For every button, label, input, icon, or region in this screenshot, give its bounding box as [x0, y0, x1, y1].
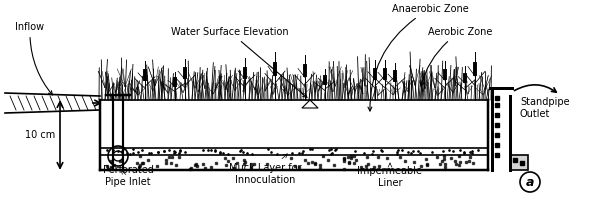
- Text: Perforated
Pipe Inlet: Perforated Pipe Inlet: [103, 165, 154, 187]
- Text: a: a: [526, 176, 534, 189]
- Bar: [510, 155, 528, 170]
- Text: Water Surface Elevation: Water Surface Elevation: [171, 27, 307, 97]
- FancyArrowPatch shape: [514, 85, 556, 92]
- Text: Inflow: Inflow: [16, 22, 52, 95]
- Text: Impermeable
Liner: Impermeable Liner: [358, 163, 422, 188]
- Text: 10 cm: 10 cm: [25, 130, 55, 140]
- Text: Anaerobic Zone: Anaerobic Zone: [368, 4, 469, 111]
- Text: Standpipe
Outlet: Standpipe Outlet: [520, 97, 569, 119]
- Text: Muck Layer for
Innoculation: Muck Layer for Innoculation: [229, 154, 301, 185]
- Circle shape: [108, 146, 128, 166]
- Text: Aerobic Zone: Aerobic Zone: [420, 27, 492, 86]
